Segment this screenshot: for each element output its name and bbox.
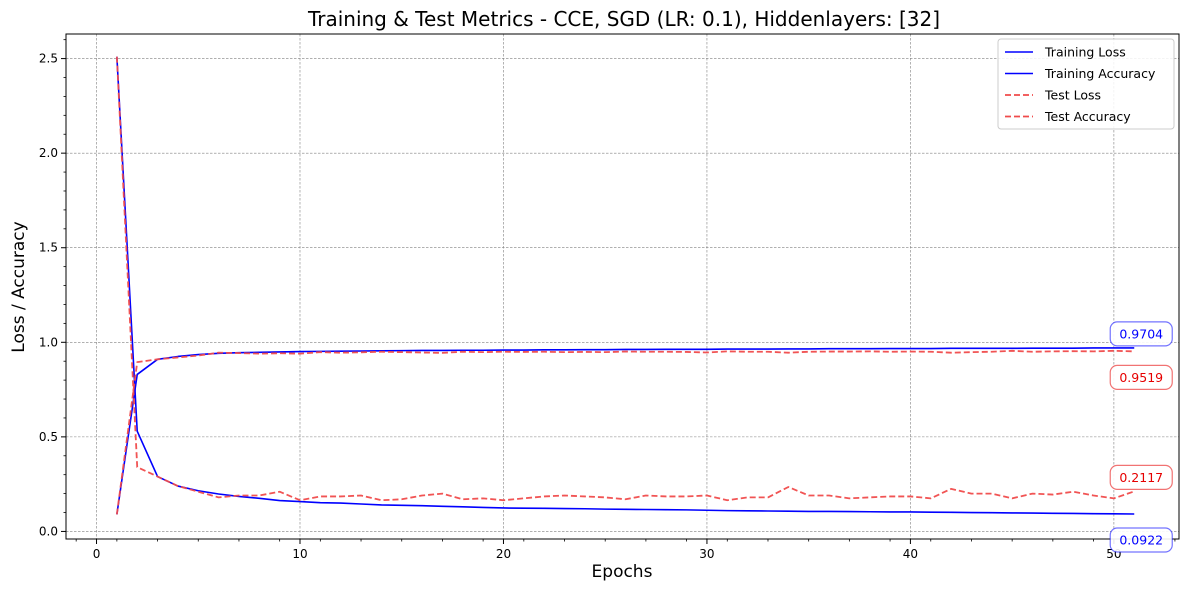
annotation-box (1109, 527, 1173, 553)
annotation-label: 0.9704 (1119, 326, 1163, 341)
annotations-layer: 0.9704 0.9519 0.2117 0.0922 (1109, 321, 1173, 553)
chart-title: Training & Test Metrics - CCE, SGD (LR: … (307, 7, 940, 31)
legend-label: Test Loss (1044, 88, 1101, 103)
legend-label: Training Loss (1044, 45, 1126, 60)
annotation-box (1109, 321, 1173, 347)
axis-ticks: 0 10 20 30 40 500.00.51.01.52.02.5 (39, 39, 1176, 561)
legend-entry: Training Loss (1005, 45, 1126, 60)
value-annotation: 0.0922 (1109, 527, 1173, 553)
annotation-label: 0.2117 (1119, 470, 1163, 485)
legend-entry: Test Accuracy (1005, 109, 1131, 124)
annotation-box (1109, 464, 1173, 490)
y-tick-label: 2.5 (39, 52, 58, 66)
y-tick-label: 2.0 (39, 146, 58, 160)
series-line-training-loss (116, 56, 1135, 515)
annotation-box (1109, 364, 1173, 390)
y-tick-label: 1.5 (39, 241, 58, 255)
legend-box (997, 38, 1175, 130)
y-tick-label: 0.0 (39, 524, 58, 538)
value-annotation: 0.9519 (1109, 364, 1173, 390)
x-tick-label: 40 (903, 547, 918, 561)
x-tick-label: 0 (93, 547, 101, 561)
y-tick-label: 1.0 (39, 335, 58, 349)
grid-lines (66, 34, 1179, 539)
series-layer (115, 56, 1135, 515)
x-axis-label: Epochs (592, 562, 653, 582)
y-tick-label: 0.5 (39, 430, 58, 444)
x-tick-label: 10 (292, 547, 307, 561)
legend-entry: Training Accuracy (1005, 66, 1156, 81)
series-line-training-accuracy (116, 347, 1135, 515)
series-line-test-loss (115, 56, 1135, 502)
legend-label: Training Accuracy (1044, 66, 1156, 81)
annotation-label: 0.0922 (1119, 532, 1163, 547)
series-line-test-accuracy (115, 349, 1135, 515)
legend-label: Test Accuracy (1044, 109, 1131, 124)
legend: Training Loss Training Accuracy Test Loss T… (997, 38, 1175, 130)
annotation-label: 0.9519 (1119, 370, 1163, 385)
plot-frame (65, 33, 1180, 540)
x-tick-label: 30 (699, 547, 714, 561)
legend-entry: Test Loss (1005, 88, 1101, 103)
value-annotation: 0.2117 (1109, 464, 1173, 490)
y-axis-label: Loss / Accuracy (9, 221, 29, 352)
x-tick-label: 20 (496, 547, 511, 561)
value-annotation: 0.9704 (1109, 321, 1173, 347)
